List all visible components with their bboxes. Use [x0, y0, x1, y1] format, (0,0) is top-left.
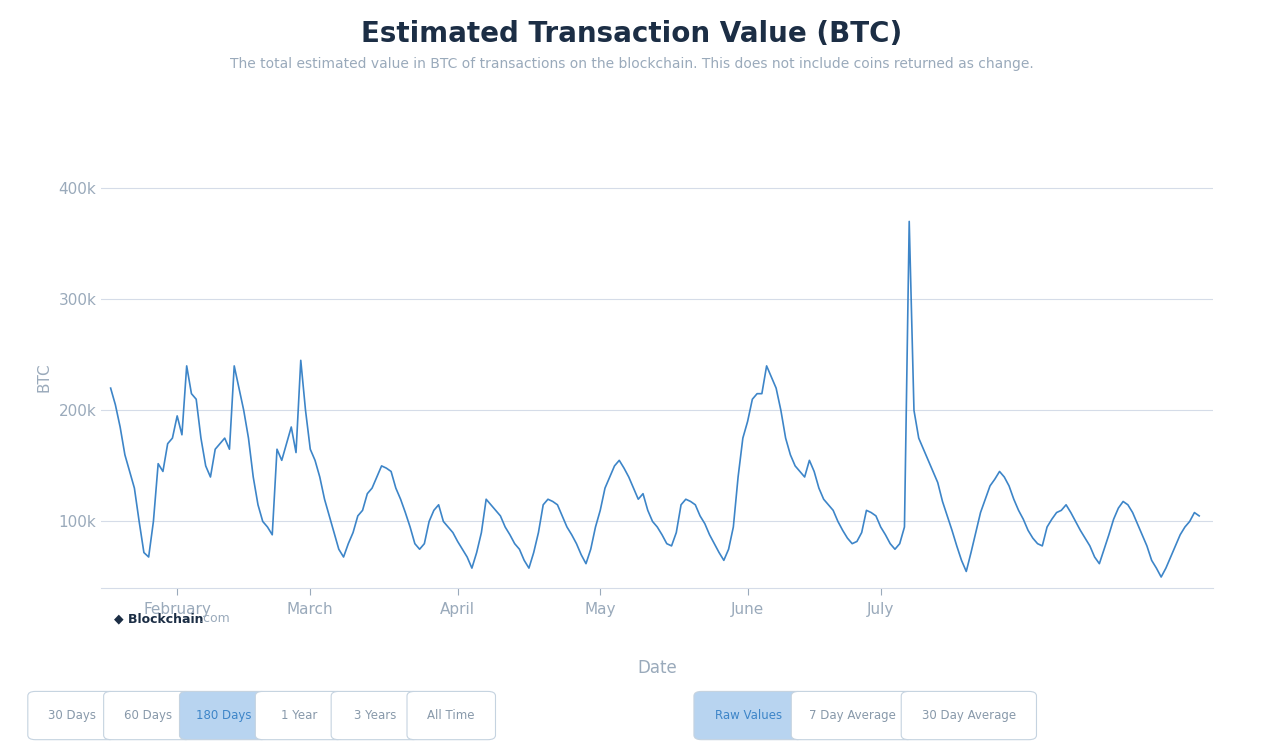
X-axis label: Date: Date — [637, 659, 678, 676]
Text: 180 Days: 180 Days — [196, 709, 252, 722]
Y-axis label: BTC: BTC — [37, 362, 52, 392]
Text: Raw Values: Raw Values — [715, 709, 782, 722]
Text: 7 Day Average: 7 Day Average — [809, 709, 896, 722]
Text: .com: .com — [200, 612, 230, 625]
Text: All Time: All Time — [427, 709, 475, 722]
Text: Estimated Transaction Value (BTC): Estimated Transaction Value (BTC) — [362, 20, 902, 48]
Text: 30 Days: 30 Days — [48, 709, 96, 722]
Text: 1 Year: 1 Year — [282, 709, 317, 722]
Text: 60 Days: 60 Days — [124, 709, 172, 722]
Text: ◆ Blockchain: ◆ Blockchain — [114, 612, 204, 625]
Text: The total estimated value in BTC of transactions on the blockchain. This does no: The total estimated value in BTC of tran… — [230, 57, 1034, 71]
Text: 3 Years: 3 Years — [354, 709, 397, 722]
Text: 30 Day Average: 30 Day Average — [921, 709, 1016, 722]
